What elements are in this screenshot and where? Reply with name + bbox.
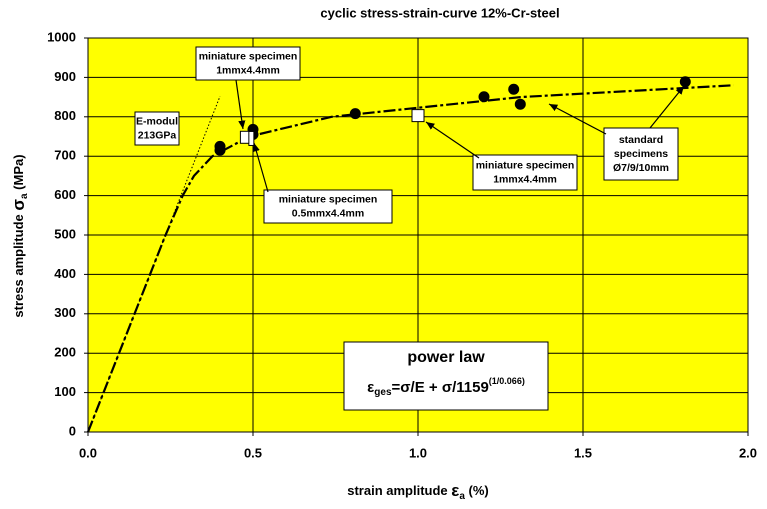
point <box>248 130 255 146</box>
annotation-text: miniature specimen <box>476 159 575 171</box>
curve <box>86 84 734 433</box>
annotation-text: miniature specimen <box>199 50 298 62</box>
annotation-text: 0.5mmx4.4mm <box>292 207 364 219</box>
x-tick-label: 1.5 <box>574 445 592 460</box>
y-tick-label: 700 <box>54 148 76 163</box>
point <box>679 76 691 88</box>
annotation-text: E-modul <box>136 115 178 127</box>
annotation-text: standard <box>619 134 663 146</box>
x-tick-label: 0.5 <box>244 445 262 460</box>
annotation-box <box>603 127 679 181</box>
y-tick-label: 1000 <box>47 29 76 44</box>
x-tick-label: 1.0 <box>409 445 427 460</box>
point <box>214 140 226 152</box>
formula-part: (1/0.066) <box>489 376 525 386</box>
formula-title: power law <box>407 349 485 366</box>
y-tick-label: 500 <box>54 226 76 241</box>
arrow <box>235 79 246 130</box>
point <box>478 91 490 103</box>
y-tick-label: 900 <box>54 69 76 84</box>
point <box>514 98 526 110</box>
y-tick-label: 300 <box>54 305 76 320</box>
annotation-text: miniature specimen <box>279 193 378 205</box>
x-tick-label: 2.0 <box>739 445 757 460</box>
formula: εges=σ/E + σ/1159(1/0.066) <box>367 376 525 397</box>
annotation-text: Ø7/9/10mm <box>613 162 669 174</box>
y-tick-label: 600 <box>54 187 76 202</box>
point <box>508 83 520 95</box>
annotation-box <box>195 46 301 81</box>
x-axis-label: strain amplitude εa (%) <box>347 481 489 501</box>
arrow <box>649 85 685 129</box>
formula-part: ε <box>367 379 374 396</box>
point <box>349 108 361 120</box>
annotation-text: 1mmx4.4mm <box>216 64 280 76</box>
annotation-text: 213GPa <box>138 129 177 141</box>
annotation-box <box>263 189 393 224</box>
point <box>411 109 425 123</box>
formula-part: =σ/E + σ/1159 <box>392 379 489 396</box>
chart-title: cyclic stress-strain-curve 12%-Cr-steel <box>320 5 559 20</box>
arrow <box>548 103 607 135</box>
curve <box>87 96 221 433</box>
y-tick-label: 100 <box>54 384 76 399</box>
y-tick-label: 400 <box>54 266 76 281</box>
x-tick-label: 0.0 <box>79 445 97 460</box>
arrow <box>252 142 269 193</box>
annotation-text: 1mmx4.4mm <box>493 173 557 185</box>
annotation-text: specimens <box>614 148 668 160</box>
formula-box <box>343 341 549 411</box>
annotation-box <box>134 111 180 146</box>
annotation-box <box>472 154 578 191</box>
arrow <box>425 121 480 159</box>
y-tick-label: 800 <box>54 108 76 123</box>
y-axis-label: stress amplitude σa (MPa) <box>9 154 29 317</box>
y-tick-label: 0 <box>69 423 76 438</box>
formula-part: ges <box>374 387 392 398</box>
y-tick-label: 200 <box>54 345 76 360</box>
